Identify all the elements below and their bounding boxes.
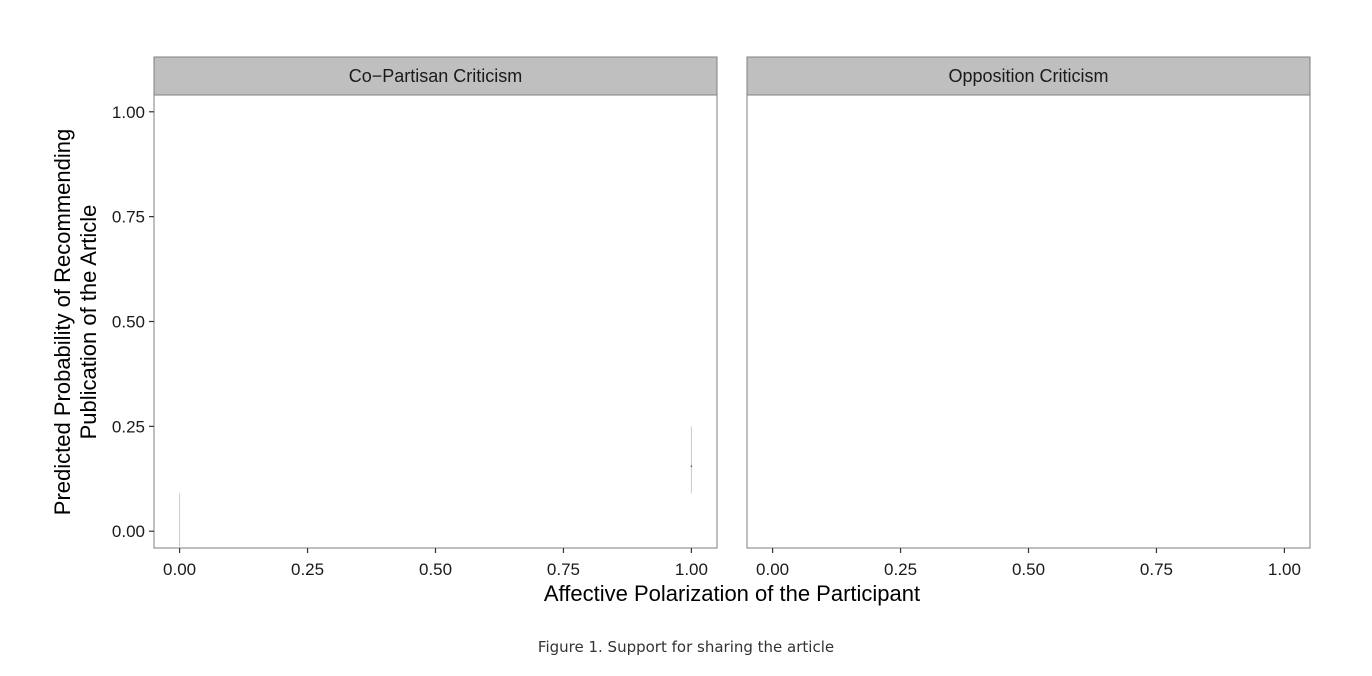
facet-strip <box>746 56 1311 96</box>
facet-panel-2: Opposition Criticism <box>746 56 1311 549</box>
y-axis-title-line-1: Predicted Probability of Recommending <box>50 129 75 515</box>
facet-strip-label: Co−Partisan Criticism <box>349 66 523 86</box>
x-tick-label: 0.50 <box>419 560 452 579</box>
y-tick-label: 0.00 <box>112 522 145 541</box>
x-tick-label: 0.75 <box>547 560 580 579</box>
x-axis-title: Affective Polarization of the Participan… <box>544 581 920 606</box>
y-axis-title: Predicted Probability of Recommending Pu… <box>50 129 101 515</box>
y-tick-label: 0.75 <box>112 208 145 227</box>
x-tick-label: 0.50 <box>1012 560 1045 579</box>
y-tick-label: 0.25 <box>112 417 145 436</box>
y-tick-label: 0.50 <box>112 313 145 332</box>
x-tick-label: 0.75 <box>1140 560 1173 579</box>
figure-caption: Figure 1. Support for sharing the articl… <box>537 638 835 656</box>
plot-panel <box>153 94 718 549</box>
x-tick-label: 1.00 <box>675 560 708 579</box>
facet-panels: Co−Partisan Criticism Opposition Criticis… <box>153 56 1311 549</box>
y-axis: 0.00 0.25 0.50 0.75 1.00 <box>112 103 154 541</box>
x-axis: 0.00 0.25 0.50 0.75 1.00 0.00 0.25 0.50 0.75 1.00 <box>163 548 1301 579</box>
x-tick-label: 0.00 <box>756 560 789 579</box>
x-tick-label: 0.25 <box>884 560 917 579</box>
x-tick-label: 0.25 <box>291 560 324 579</box>
facet-strip <box>153 56 718 96</box>
point-estimate-2 <box>690 465 693 468</box>
y-tick-label: 1.00 <box>112 103 145 122</box>
x-tick-label: 0.00 <box>163 560 196 579</box>
x-tick-label: 1.00 <box>1268 560 1301 579</box>
plot-panel <box>746 94 1311 549</box>
faceted-chart: Co−Partisan Criticism Opposition Criticis… <box>50 56 1311 606</box>
facet-strip-label: Opposition Criticism <box>948 66 1108 86</box>
y-axis-title-line-2: Publication of the Article <box>76 205 101 440</box>
facet-panel-1: Co−Partisan Criticism <box>153 56 718 549</box>
